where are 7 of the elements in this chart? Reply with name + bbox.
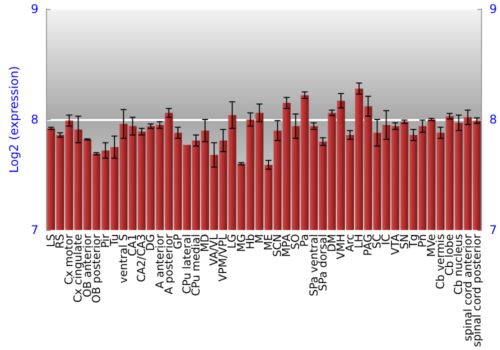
y-tick-label: 9	[30, 2, 39, 16]
y2-tick-label: 7	[489, 223, 498, 238]
y-tick-label: 8	[30, 112, 39, 127]
y-tick-label: 7	[30, 223, 39, 238]
y2-tick-label: 9	[489, 2, 498, 16]
y-axis-title: Log2 (expression)	[7, 66, 21, 174]
y2-tick-label: 8	[489, 112, 498, 127]
